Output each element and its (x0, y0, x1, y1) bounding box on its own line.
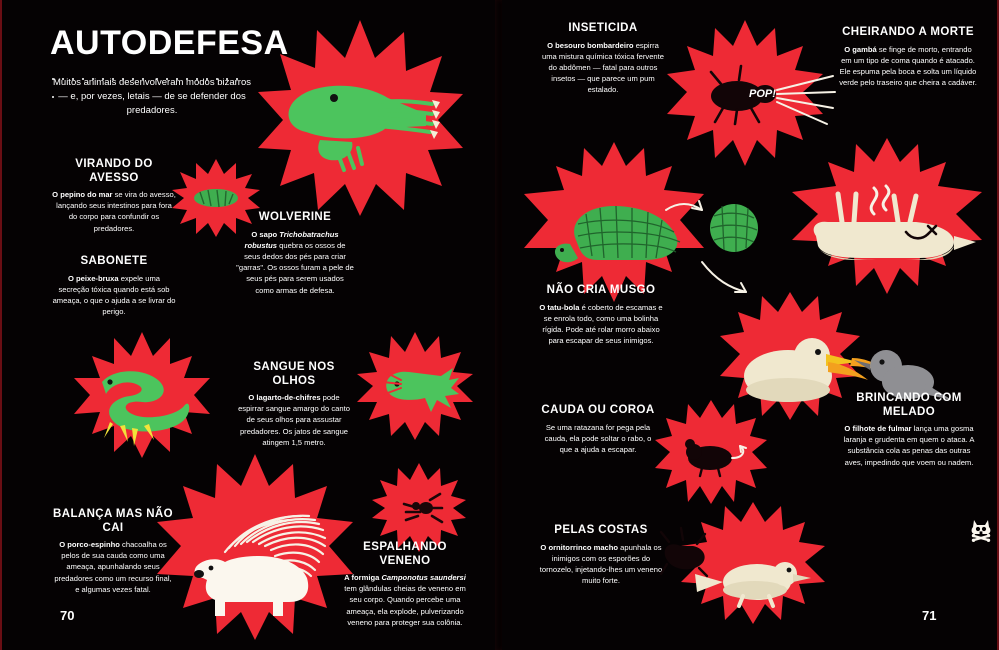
pangolin-illustration (522, 140, 707, 305)
hairy-frog-illustration (258, 18, 463, 218)
page-number-left: 70 (60, 608, 75, 623)
block-sangue-nos-olhos: SANGUE NOS OLHOS O lagarto-de-chifres po… (236, 361, 352, 448)
page-number-right: 71 (922, 608, 937, 623)
block-heading: CAUDA OU COROA (541, 404, 655, 416)
block-heading: PELAS COSTAS (554, 524, 648, 536)
block-cauda-ou-coroa: CAUDA OU COROA Se uma ratazana for pega … (538, 404, 658, 455)
block-body: O gambá se finge de morto, entrando em u… (839, 44, 977, 88)
platypus-illustration (657, 498, 832, 628)
skull-and-crossbones-icon (970, 518, 992, 547)
block-body: O sapo Trichobatrachus robustus quebra o… (236, 229, 354, 295)
page-title: AUTODEFESA (50, 24, 289, 62)
bombardier-beetle-illustration (665, 18, 836, 168)
block-heading: ESPALHANDO VENENO (363, 541, 447, 567)
block-body: O tatu-bola é coberto de escamas e se en… (539, 302, 663, 346)
right-page: INSETICIDA O besouro bombardeiro espirra… (502, 0, 999, 650)
pangolin-rolled-ball-illustration (664, 196, 774, 306)
block-heading: VIRANDO DO AVESSO (75, 158, 153, 184)
block-body: O besouro bombardeiro espirra uma mistur… (542, 40, 664, 95)
book-gutter (495, 0, 504, 650)
block-heading: NÃO CRIA MUSGO (546, 284, 656, 296)
block-espalhando-veneno: ESPALHANDO VENENO A formiga Camponotus s… (340, 541, 470, 628)
title-dot-rule (52, 70, 252, 98)
block-virando-do-avesso: VIRANDO DO AVESSO O pepino do mar se vir… (52, 158, 176, 234)
block-body: O ornitorrinco macho apunhala os inimigo… (539, 542, 663, 586)
block-body: O porco-espinho chacoalha os pelos de su… (54, 540, 172, 594)
block-inseticida: INSETICIDA O besouro bombardeiro espirra… (540, 22, 666, 96)
block-body: A formiga Camponotus saundersi tem glând… (344, 573, 466, 627)
intro-paragraph: Muitos animais desenvolveram modos bizar… (53, 77, 251, 116)
block-balanca-mas-nao-cai: BALANÇA MAS NÃO CAI O porco-espinho chac… (52, 508, 174, 595)
porcupine-illustration (155, 452, 355, 642)
sea-cucumber-illustration (172, 158, 260, 238)
block-heading: SANGUE NOS OLHOS (253, 361, 335, 387)
block-body: Se uma ratazana for pega pela cauda, ela… (544, 422, 652, 454)
block-body: O filhote de fulmar lança uma gosma lara… (843, 424, 975, 467)
block-sabonete: SABONETE O peixe-bruxa expele uma secreç… (52, 255, 176, 317)
horned-lizard-illustration (355, 330, 475, 442)
block-body: O lagarto-de-chifres pode espirrar sangu… (238, 393, 350, 447)
block-wolverine: WOLVERINE O sapo Trichobatrachus robustu… (236, 211, 354, 296)
block-heading: CHEIRANDO A MORTE (842, 26, 974, 38)
opossum-playing-dead-illustration (790, 136, 985, 296)
fulmar-chick-illustration (714, 290, 952, 430)
page-edge-right (997, 0, 999, 650)
sound-effect-pop: POP! (749, 88, 776, 100)
block-heading: BALANÇA MAS NÃO CAI (53, 508, 173, 534)
block-nao-cria-musgo: NÃO CRIA MUSGO O tatu-bola é coberto de … (538, 284, 664, 346)
rat-illustration (654, 398, 769, 508)
block-body: O pepino do mar se vira do avesso, lança… (52, 190, 176, 233)
page-edge-left (0, 0, 2, 650)
block-heading: BRINCANDO COM MELADO (856, 392, 962, 418)
block-brincando-com-melado: BRINCANDO COM MELADO O filhote de fulmar… (840, 392, 978, 468)
exploding-ant-illustration (372, 462, 467, 554)
block-body: O peixe-bruxa expele uma secreção tóxica… (52, 273, 176, 317)
hagfish-illustration (72, 330, 212, 460)
left-page: AUTODEFESA Muitos animais desenvolveram … (0, 0, 497, 650)
block-cheirando-a-morte: CHEIRANDO A MORTE O gambá se finge de mo… (838, 26, 978, 88)
block-pelas-costas: PELAS COSTAS O ornitorrinco macho apunha… (538, 524, 664, 586)
block-heading: SABONETE (80, 255, 148, 267)
block-heading: INSETICIDA (568, 22, 638, 34)
block-heading: WOLVERINE (258, 211, 332, 223)
